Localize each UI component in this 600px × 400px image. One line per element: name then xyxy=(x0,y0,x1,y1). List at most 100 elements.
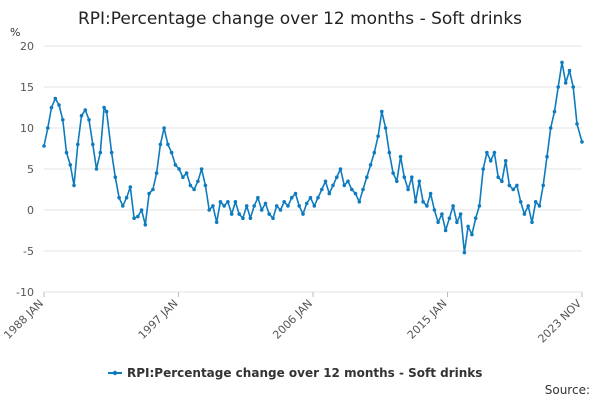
data-point xyxy=(244,204,249,208)
data-point xyxy=(372,150,377,155)
data-point xyxy=(162,126,166,130)
data-point xyxy=(533,200,538,204)
data-point xyxy=(61,118,65,122)
legend-marker-swatch xyxy=(112,370,118,376)
data-point xyxy=(154,171,159,175)
y-tick-label: 5 xyxy=(27,163,34,176)
data-point xyxy=(440,212,444,216)
data-point xyxy=(522,212,527,216)
y-axis: 20 15 10 5 0 -5 -10 xyxy=(16,40,34,299)
data-point xyxy=(563,81,568,85)
data-point xyxy=(222,204,226,208)
data-point xyxy=(192,187,196,192)
data-point xyxy=(297,204,302,208)
y-tick-label: 15 xyxy=(20,81,34,94)
data-point xyxy=(515,183,519,188)
data-point xyxy=(53,96,58,101)
data-point xyxy=(436,220,440,225)
data-point xyxy=(166,142,170,147)
legend-label: RPI:Percentage change over 12 months - S… xyxy=(127,366,482,380)
data-point xyxy=(518,200,523,204)
data-point xyxy=(500,179,504,184)
data-point xyxy=(79,113,84,118)
data-point xyxy=(511,187,515,192)
data-point xyxy=(211,204,215,208)
data-point xyxy=(413,200,418,204)
data-point xyxy=(259,208,264,212)
data-point xyxy=(271,216,275,220)
data-point xyxy=(548,126,553,130)
data-point xyxy=(470,232,474,237)
chart-title: RPI:Percentage change over 12 months - S… xyxy=(78,9,522,29)
data-point xyxy=(496,175,501,179)
data-point xyxy=(410,175,414,179)
y-tick-label: -10 xyxy=(16,286,34,299)
data-point xyxy=(143,223,148,227)
x-axis: 1988 JAN 1997 JAN 2006 JAN 2015 JAN 2023 NOV xyxy=(1,292,584,346)
data-point xyxy=(485,150,489,155)
data-point xyxy=(252,204,256,208)
data-point xyxy=(94,167,99,171)
data-point xyxy=(353,191,358,196)
x-tick-label: 2023 NOV xyxy=(536,297,585,346)
data-point xyxy=(383,126,388,130)
y-tick-label: 20 xyxy=(20,40,34,53)
data-point xyxy=(49,105,54,110)
data-point xyxy=(428,191,433,196)
data-point xyxy=(207,208,211,212)
data-point xyxy=(455,220,459,225)
data-point xyxy=(229,212,234,216)
data-point xyxy=(83,108,88,112)
data-point xyxy=(286,204,290,208)
data-point xyxy=(567,68,572,73)
data-point xyxy=(196,179,200,184)
data-point xyxy=(282,200,287,204)
data-point xyxy=(87,118,91,122)
data-point xyxy=(76,142,80,147)
y-tick-label: 0 xyxy=(27,204,34,217)
data-point xyxy=(158,142,163,147)
data-point xyxy=(241,216,245,220)
data-point xyxy=(421,200,425,204)
data-point xyxy=(466,224,470,229)
data-point xyxy=(481,167,486,171)
data-point xyxy=(552,109,557,114)
data-point xyxy=(526,204,530,208)
data-point xyxy=(147,191,151,196)
x-tick-label: 2015 JAN xyxy=(405,297,450,342)
data-point xyxy=(293,191,298,196)
data-point xyxy=(545,154,549,159)
data-point xyxy=(46,126,50,130)
data-point xyxy=(417,179,422,184)
data-point xyxy=(451,204,455,208)
x-tick-label: 1988 JAN xyxy=(1,297,46,342)
data-point xyxy=(350,187,354,192)
data-point xyxy=(425,204,429,208)
data-point xyxy=(580,140,584,144)
data-point xyxy=(91,142,95,147)
data-point xyxy=(117,195,121,200)
data-point xyxy=(98,150,103,155)
data-point xyxy=(402,175,407,179)
data-point xyxy=(301,212,305,216)
data-point xyxy=(320,187,324,192)
data-point xyxy=(188,183,193,188)
data-point xyxy=(368,163,373,167)
legend: RPI:Percentage change over 12 months - S… xyxy=(108,366,482,380)
data-point xyxy=(507,183,512,188)
data-point xyxy=(492,150,497,155)
data-point xyxy=(109,150,114,155)
data-point xyxy=(391,171,395,175)
series-line xyxy=(43,61,583,254)
data-point xyxy=(226,200,230,204)
data-point xyxy=(530,220,534,225)
data-point xyxy=(571,85,575,89)
data-point xyxy=(575,122,579,126)
data-point xyxy=(432,208,437,212)
data-point xyxy=(541,183,545,188)
data-point xyxy=(42,144,46,148)
data-point xyxy=(376,134,380,138)
x-tick-label: 2006 JAN xyxy=(270,297,315,342)
data-point xyxy=(57,103,61,107)
